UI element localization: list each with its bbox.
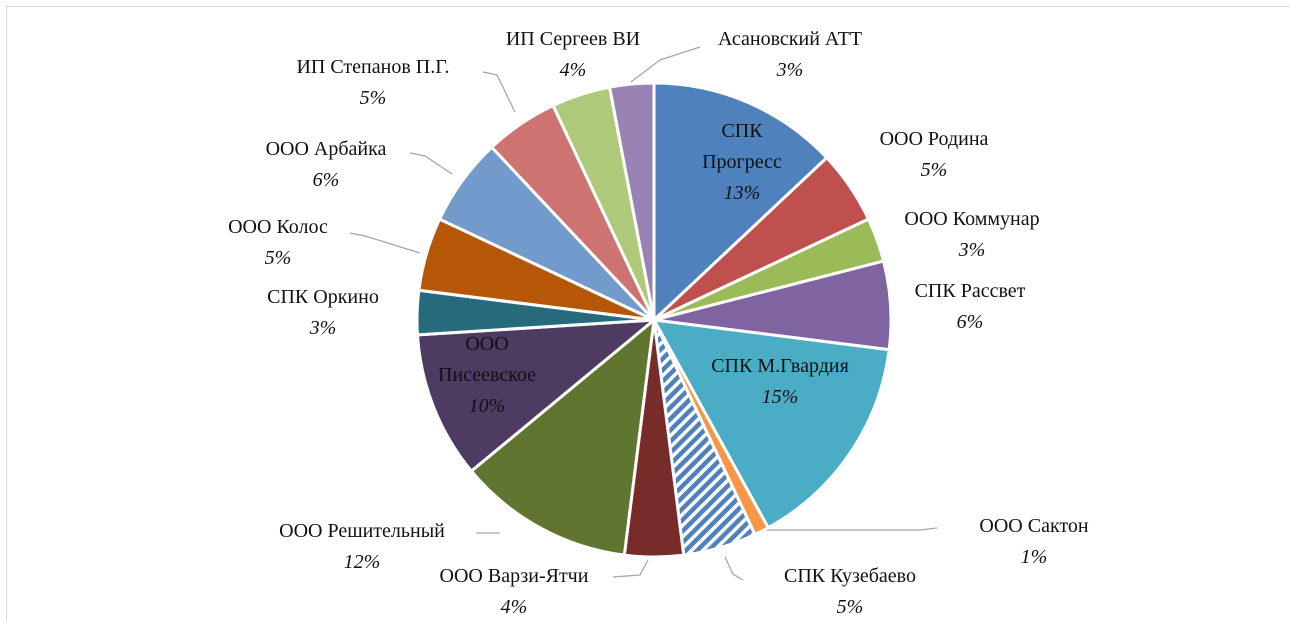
slice-percent: 6% xyxy=(312,169,340,191)
slice-name: ООО Арбайка xyxy=(265,138,387,160)
slice-name: ООО Писеевское xyxy=(437,333,537,386)
leader-lines xyxy=(349,46,938,581)
slice-percent: 5% xyxy=(920,159,948,181)
data-label: СПК Оркино 3% xyxy=(223,282,423,344)
slice-percent: 4% xyxy=(500,596,528,618)
pie-slice xyxy=(469,316,656,557)
pie-slice xyxy=(415,318,659,474)
slice-name: ООО Решительный xyxy=(279,520,445,542)
slice-percent: 3% xyxy=(958,239,986,261)
pie-slice xyxy=(607,81,656,321)
slice-name: ООО Варзи-Ятчи xyxy=(439,565,589,587)
slice-name: ООО Сактон xyxy=(979,515,1089,537)
slice-name: ИП Степанов П.Г. xyxy=(296,56,450,78)
data-label: ООО Варзи-Ятчи 4% xyxy=(394,561,634,621)
data-label: ООО Колос 5% xyxy=(178,212,378,274)
slice-name: Асановский АТТ xyxy=(717,28,863,50)
data-label: СПК Рассвет 6% xyxy=(870,276,1070,338)
slice-percent: 15% xyxy=(761,386,799,408)
slice-percent: 12% xyxy=(343,551,381,573)
slice-percent: 6% xyxy=(956,311,984,333)
slice-name: ООО Колос xyxy=(228,216,328,238)
slice-percent: 10% xyxy=(468,395,506,417)
slice-percent: 3% xyxy=(776,59,804,81)
slice-name: СПК Кузебаево xyxy=(784,565,916,587)
pie-slice xyxy=(652,81,829,324)
slice-percent: 4% xyxy=(559,59,587,81)
slice-percent: 1% xyxy=(1020,546,1048,568)
data-label: ООО Сактон 1% xyxy=(934,511,1134,573)
data-label: ООО Коммунар 3% xyxy=(862,204,1082,266)
slice-name: СПК Прогресс xyxy=(702,120,782,173)
data-label: ООО Арбайка 6% xyxy=(226,134,426,196)
slice-percent: 5% xyxy=(359,87,387,109)
data-label: ООО Решительный 12% xyxy=(232,516,492,578)
slice-name: СПК Оркино xyxy=(267,286,379,308)
slice-percent: 13% xyxy=(723,182,761,204)
slice-name: СПК М.Гвардия xyxy=(711,355,849,377)
slice-percent: 5% xyxy=(264,247,292,269)
slice-name: ООО Родина xyxy=(879,128,989,150)
slice-name: ООО Коммунар xyxy=(904,208,1040,230)
data-label: ООО Родина 5% xyxy=(834,124,1034,186)
data-label: ИП Сергеев ВИ 4% xyxy=(473,24,673,86)
data-label: Асановский АТТ 3% xyxy=(680,24,900,86)
data-label: СПК Прогресс 13% xyxy=(687,116,797,209)
data-label: ООО Писеевское 10% xyxy=(422,329,552,422)
slice-name: СПК Рассвет xyxy=(914,280,1026,302)
pie-slice xyxy=(651,318,891,530)
slice-percent: 3% xyxy=(309,317,337,339)
data-label: ИП Степанов П.Г. 5% xyxy=(263,52,483,114)
slice-name: ИП Сергеев ВИ xyxy=(505,28,641,50)
slice-percent: 5% xyxy=(836,596,864,618)
data-label: СПК М.Гвардия 15% xyxy=(670,351,890,413)
data-label: СПК Кузебаево 5% xyxy=(740,561,960,621)
frame xyxy=(6,6,1290,621)
